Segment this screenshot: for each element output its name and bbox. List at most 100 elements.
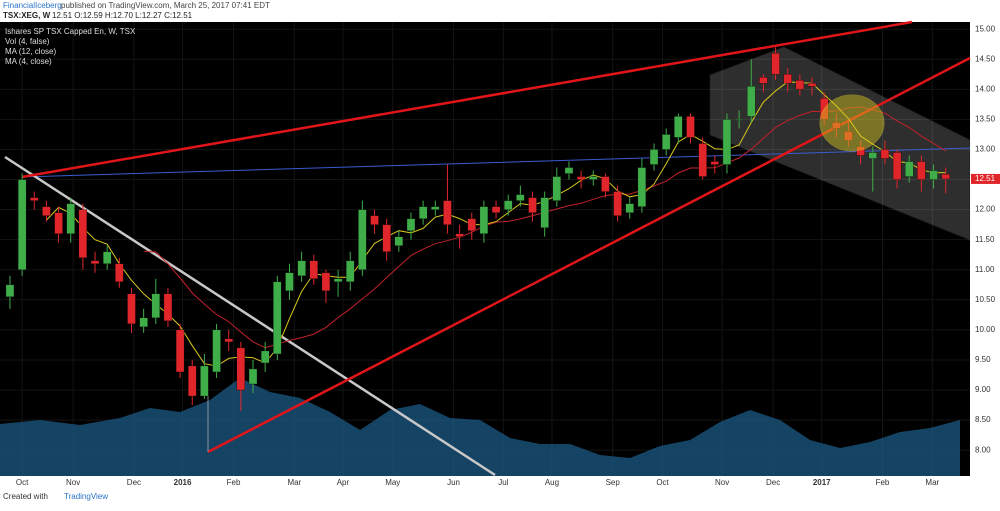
candle-body — [358, 209, 367, 270]
x-tick-label: Mar — [925, 478, 939, 487]
candle-body — [346, 260, 355, 282]
x-tick-label: Jun — [447, 478, 460, 487]
trend-line — [207, 56, 971, 454]
candle-body — [747, 86, 756, 117]
candle-body — [139, 317, 148, 328]
x-tick-label: Aug — [545, 478, 559, 487]
candle-body — [504, 200, 513, 210]
x-tick-label: Mar — [287, 478, 301, 487]
highlight — [819, 94, 885, 152]
y-tick-label: 14.50 — [975, 54, 996, 63]
candle-body — [589, 176, 598, 180]
candle-body — [273, 281, 282, 355]
y-tick-label: 11.00 — [975, 265, 995, 274]
author: FinancialIceberg — [3, 1, 62, 10]
candle-body — [321, 272, 331, 291]
candle-body — [175, 329, 185, 373]
candle-body — [552, 176, 561, 201]
x-tick-label: Feb — [876, 478, 890, 487]
channel — [709, 46, 971, 241]
candle-body — [200, 365, 209, 397]
candle-body — [370, 215, 379, 225]
y-tick-label: 10.50 — [975, 295, 996, 304]
candle-body — [625, 203, 634, 213]
candle-body — [382, 224, 391, 252]
candle-body — [734, 119, 744, 121]
y-tick-label: 9.00 — [975, 385, 991, 394]
marks — [5, 47, 950, 412]
y-tick-label: 13.00 — [975, 145, 996, 154]
legend-volume: Vol (4, false) — [5, 37, 50, 46]
candle-body — [431, 206, 440, 210]
ohlc: 12.51 O:12.59 H:12.70 L:12.27 C:12.51 — [52, 11, 193, 20]
candle-body — [868, 152, 877, 159]
x-tick-label: Oct — [656, 478, 669, 487]
candle-body — [674, 116, 683, 138]
candle-body — [224, 338, 233, 343]
candle-body — [188, 365, 197, 397]
candle-body — [771, 53, 780, 75]
candle-body — [795, 80, 805, 90]
candle-body — [491, 206, 501, 213]
candle-body — [613, 191, 622, 216]
candle-body — [807, 83, 817, 87]
candle-body — [212, 329, 221, 373]
candle-body — [127, 293, 136, 325]
x-tick-label: Dec — [766, 478, 780, 487]
candle-body — [856, 146, 865, 156]
candle-body — [917, 161, 926, 180]
price-marker-label: 12.51 — [975, 174, 996, 183]
candle-body — [528, 197, 537, 213]
candle-body — [90, 260, 100, 264]
y-tick-label: 10.00 — [975, 325, 996, 334]
candle-body — [601, 176, 610, 192]
candle-body — [686, 116, 695, 138]
candle-body — [103, 251, 112, 264]
candle-body — [820, 98, 829, 120]
price-marker — [971, 173, 1000, 184]
candle-body — [151, 293, 160, 319]
x-tick-label: Dec — [127, 478, 141, 487]
footer-text: Created with — [3, 492, 48, 501]
x-tick-label: Nov — [66, 478, 80, 487]
grid — [0, 22, 970, 476]
footer-brand: TradingView — [64, 492, 108, 501]
candle-body — [406, 218, 416, 231]
x-tick-label: 2017 — [813, 478, 831, 487]
candle-body — [42, 206, 51, 216]
candle-body — [394, 236, 403, 246]
symbol: TSX:XEG, W — [3, 11, 51, 20]
candle-body — [892, 152, 902, 180]
published: published on TradingView.com, March 25, … — [61, 1, 270, 10]
candle-body — [564, 167, 574, 174]
candle-body — [649, 149, 659, 165]
x-tick-label: Nov — [715, 478, 729, 487]
candle-body — [662, 134, 671, 150]
candle-body — [236, 347, 246, 391]
candle-body — [516, 194, 525, 201]
y-tick-label: 14.00 — [975, 84, 996, 93]
legend-ma: MA (12, close) — [5, 47, 56, 56]
candle-body — [844, 131, 853, 141]
y-tick-label: 8.00 — [975, 445, 991, 454]
x-tick-label: Jul — [498, 478, 508, 487]
candle-body — [929, 170, 938, 180]
candle-body — [576, 176, 586, 180]
x-tick-label: Feb — [227, 478, 241, 487]
candle-body — [941, 173, 950, 180]
candle-body — [467, 218, 476, 231]
trend-line — [21, 147, 971, 178]
candle-body — [285, 272, 294, 291]
candle-body — [297, 260, 306, 276]
x-tick-label: May — [385, 478, 400, 487]
volume-area — [0, 378, 960, 476]
trend-line — [21, 20, 913, 179]
candle-body — [54, 212, 63, 234]
x-tick-label: Oct — [16, 478, 29, 487]
y-tick-label: 15.00 — [975, 24, 996, 33]
candle-body — [78, 209, 88, 258]
candle-body — [722, 119, 732, 165]
candle-body — [333, 278, 343, 282]
y-tick-label: 9.50 — [975, 355, 991, 364]
candle-body — [418, 206, 428, 219]
